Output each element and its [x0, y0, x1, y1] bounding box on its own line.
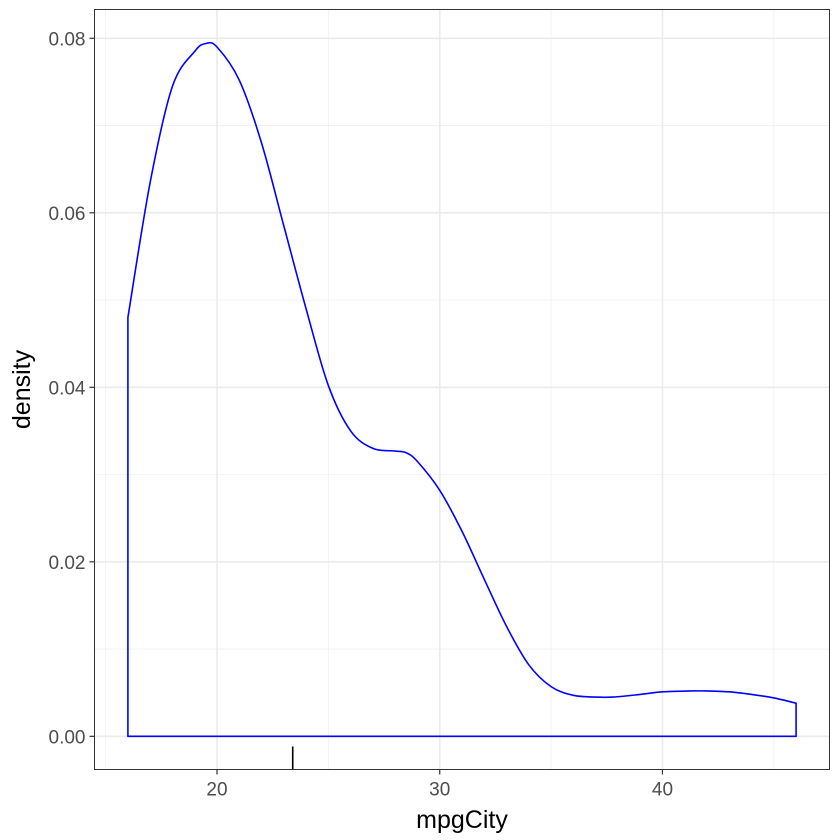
x-tick-label: 30	[429, 780, 450, 801]
y-tick-label: 0.04	[49, 378, 86, 399]
density-curve	[127, 41, 797, 738]
y-axis-ticks: 0.00 0.02 0.04 0.06 0.08	[49, 29, 95, 748]
plot-panel-border	[94, 9, 830, 770]
x-axis-ticks: 20 30 40	[206, 769, 673, 801]
x-tick-label: 40	[652, 780, 673, 801]
y-tick-label: 0.08	[49, 29, 86, 50]
plot-background	[94, 9, 830, 770]
x-axis-title: mpgCity	[416, 806, 508, 834]
y-axis-title: density	[8, 349, 36, 429]
y-tick-label: 0.00	[49, 727, 86, 748]
y-tick-label: 0.02	[49, 553, 86, 574]
y-tick-label: 0.06	[49, 204, 86, 225]
x-tick-label: 20	[206, 780, 227, 801]
density-series	[127, 41, 797, 738]
